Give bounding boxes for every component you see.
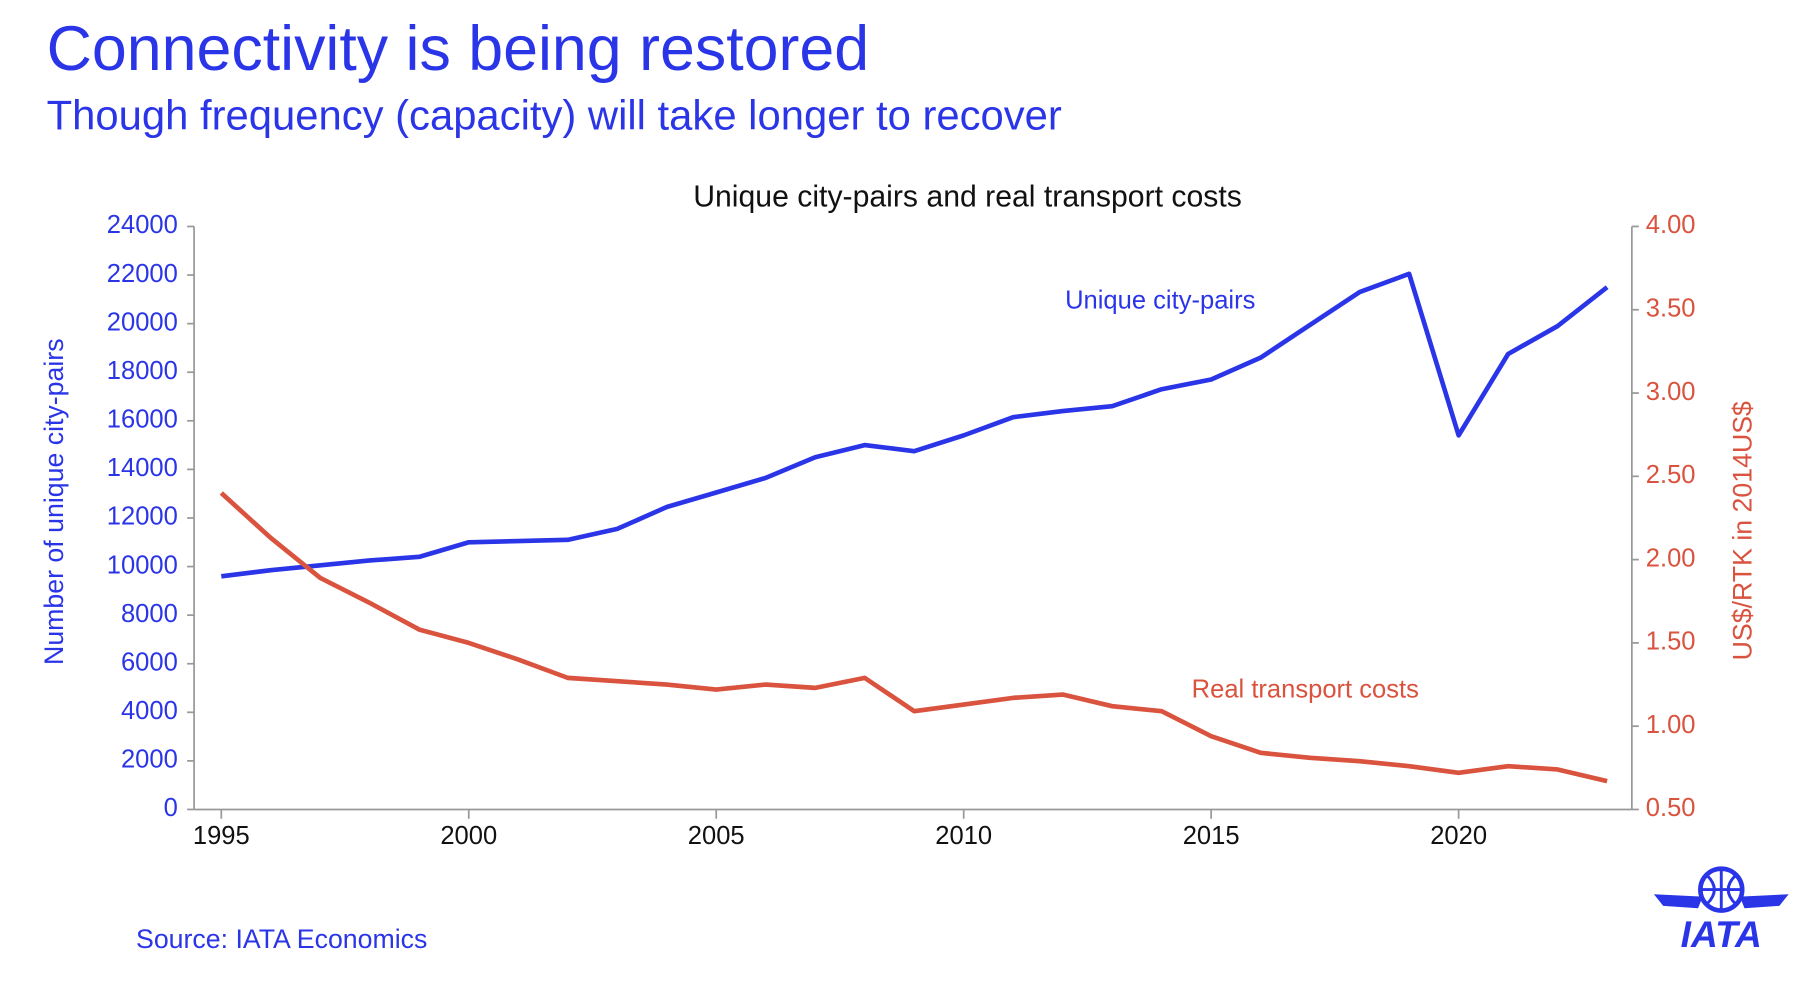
x-tick-label: 2010: [935, 822, 992, 850]
y-tick-label: 4000: [121, 697, 178, 725]
x-tick-label: 2020: [1430, 822, 1487, 850]
y2-tick-label: 0.50: [1646, 794, 1696, 822]
y-tick-label: 12000: [107, 503, 178, 531]
logo-text: IATA: [1681, 913, 1762, 955]
y-tick-label: 0: [164, 794, 178, 822]
page-title: Connectivity is being restored: [47, 14, 870, 84]
y-tick-label: 2000: [121, 746, 178, 774]
y-tick-label: 16000: [107, 406, 178, 434]
y2-tick-label: 3.00: [1646, 378, 1696, 406]
y-tick-label: 8000: [121, 600, 178, 628]
y-tick-label: 20000: [107, 308, 178, 336]
y2-tick-label: 1.50: [1646, 628, 1696, 656]
page-subtitle: Though frequency (capacity) will take lo…: [47, 92, 1062, 139]
logo-globe-lines: [1700, 868, 1743, 911]
y2-tick-label: 4.00: [1646, 211, 1696, 239]
y-axis-label: Number of unique city-pairs: [39, 338, 69, 665]
chart-title: Unique city-pairs and real transport cos…: [693, 181, 1242, 214]
y2-tick-label: 2.00: [1646, 544, 1696, 572]
y-tick-label: 22000: [107, 260, 178, 288]
y-tick-label: 18000: [107, 357, 178, 385]
x-tick-label: 2015: [1183, 822, 1240, 850]
series-line: [221, 271, 1609, 579]
series-label: Unique city-pairs: [1065, 287, 1255, 315]
y2-axis-label: US$/RTK in 2014US$: [1728, 401, 1758, 660]
y-tick-label: 6000: [121, 648, 178, 676]
iata-logo: IATA: [1653, 866, 1789, 955]
y2-tick-label: 1.00: [1646, 711, 1696, 739]
x-tick-label: 2000: [440, 822, 497, 850]
y-tick-label: 14000: [107, 454, 178, 482]
y2-tick-label: 3.50: [1646, 295, 1696, 323]
series-label: Real transport costs: [1192, 676, 1419, 704]
source-note: Source: IATA Economics: [136, 924, 427, 954]
y-tick-label: 10000: [107, 551, 178, 579]
series-line: [219, 491, 1608, 784]
logo-wings: [1653, 894, 1789, 909]
x-tick-label: 2005: [688, 822, 745, 850]
y2-tick-label: 2.50: [1646, 461, 1696, 489]
x-tick-label: 1995: [193, 822, 250, 850]
y-tick-label: 24000: [107, 211, 178, 239]
